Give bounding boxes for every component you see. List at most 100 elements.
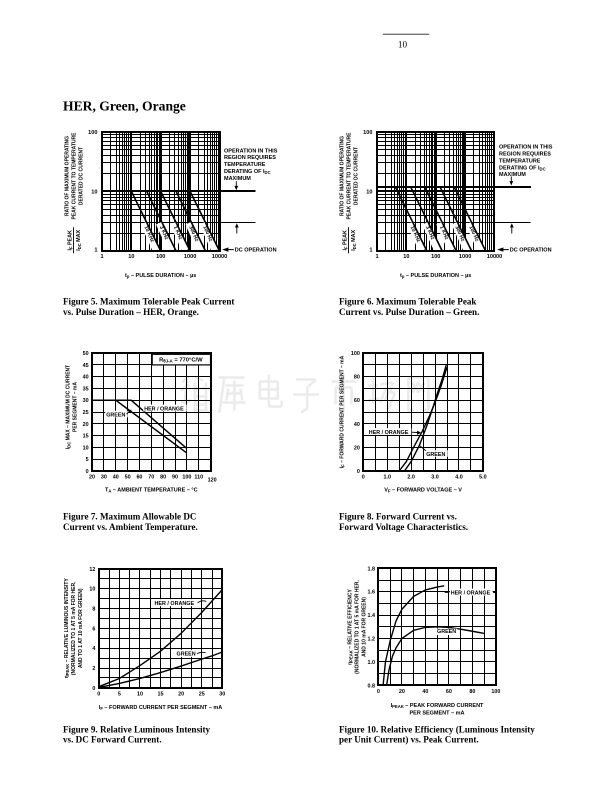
svg-text:70: 70 bbox=[148, 474, 154, 480]
svg-text:DC OPERATION: DC OPERATION bbox=[235, 248, 277, 254]
svg-text:120: 120 bbox=[208, 478, 217, 484]
svg-text:40: 40 bbox=[83, 375, 89, 381]
svg-text:REGION REQUIRES: REGION REQUIRES bbox=[224, 155, 276, 161]
svg-text:HER / ORANGE: HER / ORANGE bbox=[144, 406, 184, 412]
svg-text:0: 0 bbox=[97, 691, 100, 697]
svg-text:2: 2 bbox=[92, 666, 95, 672]
svg-text:HER / ORANGE: HER / ORANGE bbox=[155, 601, 195, 607]
svg-text:PER SEGMENT – mA: PER SEGMENT – mA bbox=[409, 711, 464, 717]
svg-text:20: 20 bbox=[83, 422, 89, 428]
svg-text:DERATING OF IDC: DERATING OF IDC bbox=[224, 169, 271, 175]
svg-text:Current vs. Pulse Duration – G: Current vs. Pulse Duration – Green. bbox=[339, 307, 479, 317]
svg-text:100: 100 bbox=[431, 254, 440, 260]
svg-text:tp – PULSE DURATION – µs: tp – PULSE DURATION – µs bbox=[125, 273, 196, 279]
svg-text:ηPEAK – RELATIVE LUMINOUS INTE: ηPEAK – RELATIVE LUMINOUS INTENSITY bbox=[64, 578, 70, 679]
svg-text:50: 50 bbox=[83, 351, 89, 357]
svg-text:PEAK CURRENT TO TEMPERATURE: PEAK CURRENT TO TEMPERATURE bbox=[71, 132, 77, 220]
svg-text:vs. DC Forward Current.: vs. DC Forward Current. bbox=[63, 735, 162, 745]
svg-text:RATIO OF MAXIMUM OPERATING: RATIO OF MAXIMUM OPERATING bbox=[64, 136, 70, 216]
svg-text:1.0: 1.0 bbox=[383, 474, 391, 480]
svg-text:100: 100 bbox=[351, 351, 360, 357]
svg-text:3 KHz: 3 KHz bbox=[158, 225, 170, 241]
svg-text:0: 0 bbox=[357, 469, 360, 475]
svg-text:2.0: 2.0 bbox=[407, 474, 415, 480]
svg-text:40: 40 bbox=[113, 474, 119, 480]
svg-text:80: 80 bbox=[160, 474, 166, 480]
svg-text:HER / ORANGE: HER / ORANGE bbox=[451, 590, 491, 596]
svg-text:5.0: 5.0 bbox=[479, 474, 487, 480]
svg-text:10: 10 bbox=[83, 445, 89, 451]
svg-text:IDC MAX – MAXIMUM DC CURRENT: IDC MAX – MAXIMUM DC CURRENT bbox=[66, 365, 72, 449]
svg-text:1.4: 1.4 bbox=[368, 613, 376, 619]
svg-text:45: 45 bbox=[83, 363, 89, 369]
svg-text:60: 60 bbox=[354, 398, 360, 404]
svg-text:TEMPERATURE: TEMPERATURE bbox=[224, 162, 266, 168]
svg-text:Figure 6. Maximum Tolerable Pe: Figure 6. Maximum Tolerable Peak bbox=[339, 297, 477, 307]
svg-text:80: 80 bbox=[469, 689, 475, 695]
svg-text:10: 10 bbox=[137, 691, 143, 697]
svg-text:tp – PULSE DURATION – µs: tp – PULSE DURATION – µs bbox=[400, 273, 471, 279]
svg-text:8: 8 bbox=[92, 607, 95, 613]
svg-text:10: 10 bbox=[89, 587, 95, 593]
svg-text:90: 90 bbox=[172, 474, 178, 480]
svg-text:MAXIMUM: MAXIMUM bbox=[499, 172, 526, 178]
svg-text:100: 100 bbox=[88, 130, 97, 136]
svg-text:50: 50 bbox=[125, 474, 131, 480]
svg-text:1000: 1000 bbox=[459, 254, 471, 260]
svg-text:10: 10 bbox=[128, 254, 134, 260]
svg-text:60: 60 bbox=[446, 689, 452, 695]
svg-text:RATIO OF MAXIMUM OPERATING: RATIO OF MAXIMUM OPERATING bbox=[339, 136, 345, 216]
svg-text:PER SEGMENT – mA: PER SEGMENT – mA bbox=[73, 382, 79, 432]
svg-text:GREEN: GREEN bbox=[106, 412, 125, 418]
svg-text:1.8: 1.8 bbox=[368, 566, 376, 572]
svg-text:30: 30 bbox=[219, 691, 225, 697]
svg-text:100: 100 bbox=[156, 254, 165, 260]
svg-text:3.0: 3.0 bbox=[431, 474, 439, 480]
svg-text:1 KHz: 1 KHz bbox=[172, 225, 184, 241]
svg-text:1: 1 bbox=[369, 248, 372, 254]
svg-text:20: 20 bbox=[89, 474, 95, 480]
svg-text:GREEN: GREEN bbox=[177, 652, 196, 658]
svg-text:1: 1 bbox=[375, 254, 378, 260]
svg-text:RθJ-A = 770°C/W: RθJ-A = 770°C/W bbox=[159, 358, 203, 364]
svg-text:40: 40 bbox=[354, 422, 360, 428]
svg-text:Forward Voltage Characteristic: Forward Voltage Characteristics. bbox=[339, 522, 468, 532]
svg-text:25: 25 bbox=[83, 410, 89, 416]
svg-text:Current vs. Ambient Temperatur: Current vs. Ambient Temperature. bbox=[63, 522, 198, 532]
svg-text:DERATED DC CURRENT: DERATED DC CURRENT bbox=[353, 147, 359, 205]
svg-text:12: 12 bbox=[89, 567, 95, 573]
svg-text:DERATING OF IDC: DERATING OF IDC bbox=[499, 165, 546, 171]
svg-text:100: 100 bbox=[182, 474, 191, 480]
svg-text:0: 0 bbox=[362, 474, 365, 480]
svg-text:60: 60 bbox=[136, 474, 142, 480]
svg-text:vs. Pulse Duration – HER, Oran: vs. Pulse Duration – HER, Orange. bbox=[63, 307, 199, 317]
svg-text:100: 100 bbox=[363, 130, 372, 136]
svg-text:1.0: 1.0 bbox=[368, 660, 376, 666]
svg-text:20: 20 bbox=[399, 689, 405, 695]
svg-text:0: 0 bbox=[86, 469, 89, 475]
svg-text:IPEAK – PEAK FORWARD CURRENT: IPEAK – PEAK FORWARD CURRENT bbox=[391, 703, 484, 709]
svg-text:GREEN: GREEN bbox=[426, 452, 445, 458]
svg-text:HER / ORANGE: HER / ORANGE bbox=[369, 430, 409, 436]
svg-text:1000: 1000 bbox=[184, 254, 196, 260]
svg-text:(NORMALIZED TO 1 AT 5 mA FOR H: (NORMALIZED TO 1 AT 5 mA FOR HER, bbox=[71, 581, 77, 675]
svg-text:(NORMALIZED TO 1 AT 5 mA FOR H: (NORMALIZED TO 1 AT 5 mA FOR HER, bbox=[355, 580, 361, 674]
svg-text:IF PEAK: IF PEAK bbox=[342, 230, 348, 251]
svg-text:Figure 5. Maximum Tolerable Pe: Figure 5. Maximum Tolerable Peak Current bbox=[63, 297, 234, 307]
svg-text:15: 15 bbox=[158, 691, 164, 697]
svg-text:ηPEAK – RELATIVE EFFICIENCY: ηPEAK – RELATIVE EFFICIENCY bbox=[348, 588, 354, 664]
svg-text:0.8: 0.8 bbox=[368, 683, 376, 689]
svg-text:IDC MAX: IDC MAX bbox=[351, 229, 357, 250]
svg-text:per Unit Current) vs. Peak Cur: per Unit Current) vs. Peak Current. bbox=[339, 735, 479, 745]
svg-text:HER, Green, Orange: HER, Green, Orange bbox=[63, 99, 186, 114]
svg-text:25: 25 bbox=[199, 691, 205, 697]
svg-text:110: 110 bbox=[194, 474, 203, 480]
svg-text:DERATED DC CURRENT: DERATED DC CURRENT bbox=[78, 147, 84, 205]
svg-text:10000: 10000 bbox=[212, 254, 228, 260]
svg-text:DC OPERATION: DC OPERATION bbox=[510, 248, 552, 254]
svg-text:AND 10 mA FOR GREEN): AND 10 mA FOR GREEN) bbox=[362, 597, 368, 657]
svg-text:REGION REQUIRES: REGION REQUIRES bbox=[499, 152, 551, 158]
svg-text:10: 10 bbox=[366, 190, 372, 196]
svg-text:IF – FORWARD CURRENT PER SEGME: IF – FORWARD CURRENT PER SEGMENT – mA bbox=[340, 355, 346, 468]
svg-text:Figure 8. Forward Current vs.: Figure 8. Forward Current vs. bbox=[339, 512, 457, 522]
